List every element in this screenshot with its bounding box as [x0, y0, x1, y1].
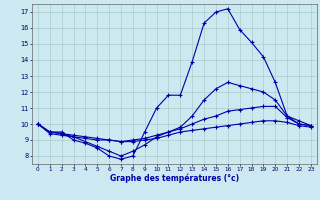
X-axis label: Graphe des températures (°c): Graphe des températures (°c): [110, 174, 239, 183]
